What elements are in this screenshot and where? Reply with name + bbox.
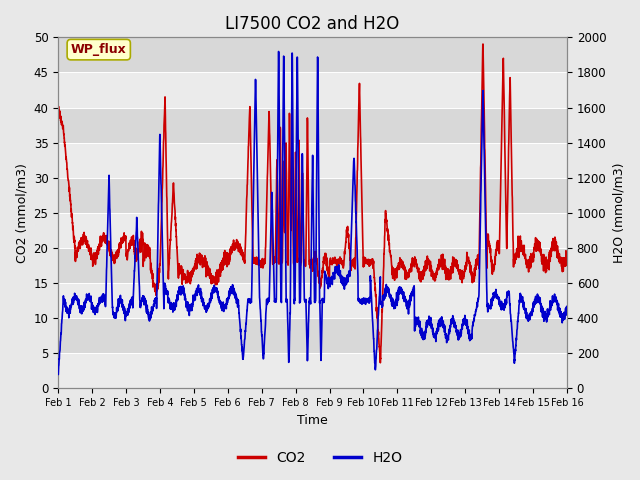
Bar [58, 248, 567, 283]
Bar [58, 283, 567, 318]
Bar [58, 37, 567, 72]
H2O [271, 299, 279, 304]
CO2 [479, 41, 487, 47]
H2O [250, 191, 257, 197]
CO2 [554, 254, 561, 260]
Title: LI7500 CO2 and H2O: LI7500 CO2 and H2O [225, 15, 400, 33]
CO2 [499, 89, 506, 95]
Bar [58, 108, 567, 143]
Bar [58, 318, 567, 353]
Y-axis label: H2O (mmol/m3): H2O (mmol/m3) [612, 163, 625, 263]
Bar [58, 213, 567, 248]
H2O [499, 306, 506, 312]
Bar [58, 72, 567, 108]
CO2 [376, 360, 384, 366]
Legend: CO2, H2O: CO2, H2O [232, 445, 408, 471]
CO2 [54, 107, 62, 113]
H2O [54, 372, 62, 377]
Line: H2O: H2O [58, 51, 567, 374]
Y-axis label: CO2 (mmol/m3): CO2 (mmol/m3) [15, 163, 28, 263]
H2O [113, 310, 120, 316]
Bar [58, 143, 567, 178]
H2O [275, 48, 282, 54]
CO2 [271, 259, 279, 265]
CO2 [113, 249, 120, 255]
H2O [54, 372, 62, 377]
H2O [554, 299, 561, 305]
CO2 [143, 252, 150, 257]
Text: WP_flux: WP_flux [71, 43, 127, 56]
Bar [58, 353, 567, 388]
H2O [563, 306, 571, 312]
Bar [58, 178, 567, 213]
CO2 [563, 253, 571, 259]
H2O [143, 310, 150, 315]
X-axis label: Time: Time [297, 414, 328, 427]
Line: CO2: CO2 [58, 44, 567, 363]
CO2 [250, 260, 257, 266]
